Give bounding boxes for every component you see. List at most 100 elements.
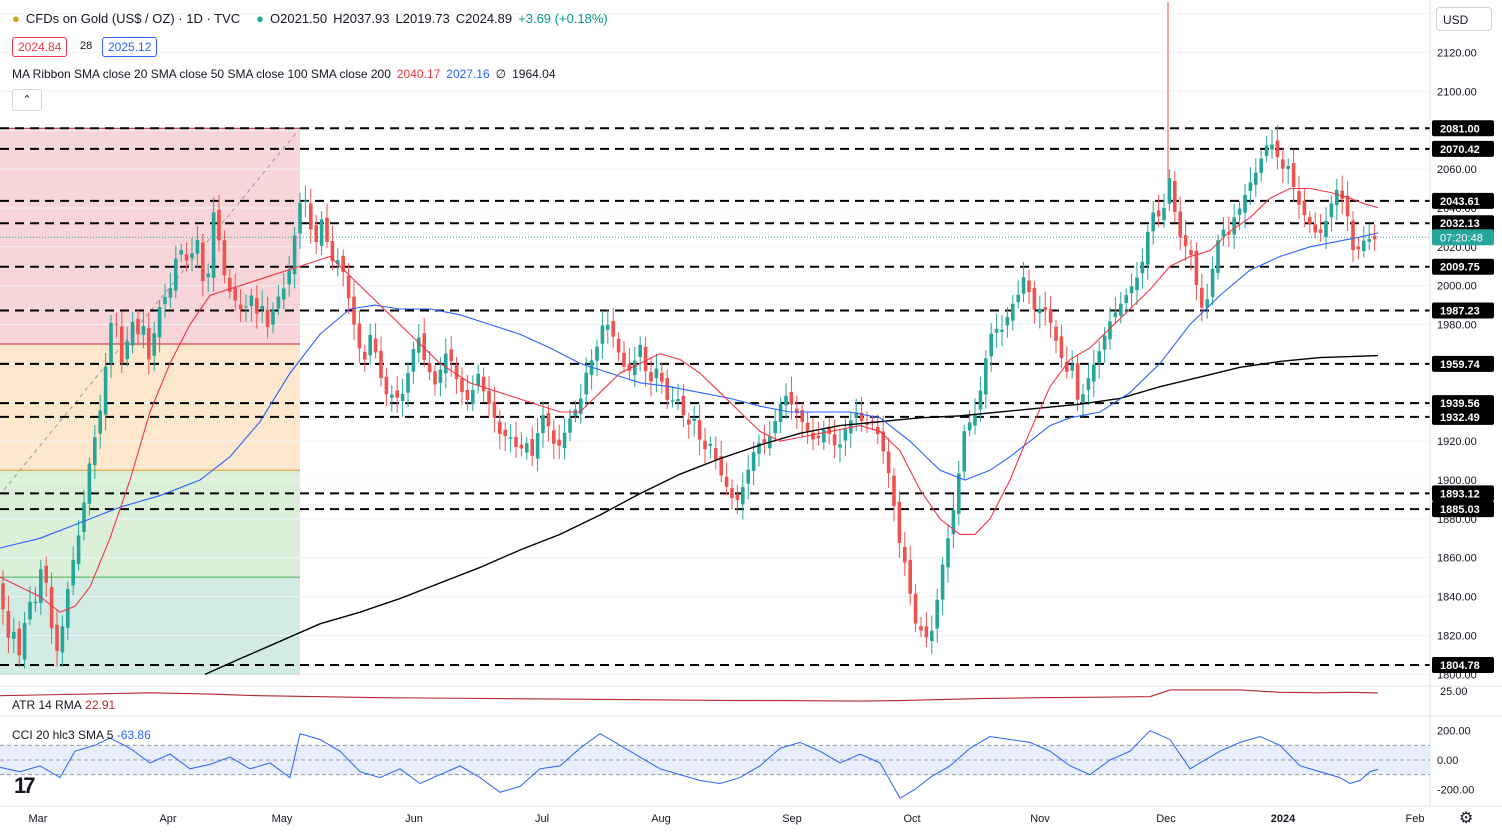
candle-body: [535, 433, 540, 459]
currency-selector[interactable]: USD: [1436, 7, 1492, 31]
candle-body: [1313, 224, 1317, 233]
candle-body: [600, 325, 605, 344]
candle-body: [1086, 378, 1091, 390]
level-price-label: 1893.12: [1440, 488, 1480, 500]
fib-zone-red: [0, 128, 300, 344]
candle-body: [1043, 307, 1047, 311]
candle-body: [935, 599, 939, 629]
candle-body: [1340, 190, 1344, 199]
gear-icon[interactable]: ⚙: [1459, 810, 1474, 827]
candle-body: [800, 410, 804, 423]
candle-body: [1210, 268, 1215, 297]
candle-body: [1259, 158, 1263, 173]
time-axis-label: Nov: [1030, 813, 1050, 825]
collapse-legend-button[interactable]: ⌃: [12, 89, 42, 111]
candle-body: [1059, 336, 1064, 359]
level-price-tag: [1432, 485, 1494, 502]
candle-body: [827, 426, 831, 434]
candle-body: [157, 307, 162, 338]
ask-price-button[interactable]: 2025.12: [102, 37, 158, 57]
candle-body: [1264, 145, 1269, 156]
candle-body: [184, 254, 189, 261]
candle-body: [919, 626, 923, 631]
candle-body: [384, 376, 389, 395]
candle-body: [606, 324, 610, 330]
level-price-tag: [1432, 140, 1494, 157]
candle-body: [859, 412, 864, 422]
candle-body: [1335, 189, 1339, 206]
candle-body: [735, 494, 740, 501]
candle-body: [724, 476, 729, 487]
candle-body: [498, 421, 502, 435]
candle-body: [530, 439, 534, 456]
candle-body: [136, 318, 140, 335]
candle-body: [244, 306, 248, 308]
level-price-label: 2009.75: [1440, 262, 1480, 274]
candle-body: [854, 412, 858, 418]
candle-body: [325, 217, 329, 242]
candle-body: [616, 338, 621, 353]
candle-body: [1032, 287, 1037, 310]
candle-body: [1097, 351, 1101, 364]
candle-body: [1038, 308, 1042, 314]
time-axis-label: Sep: [782, 813, 802, 825]
candle-body: [55, 624, 59, 652]
ohlc-open: O2021.50: [270, 11, 328, 26]
sma20-line: [0, 187, 1379, 613]
tradingview-logo[interactable]: 17: [14, 773, 36, 798]
gold-coin-icon: ●: [12, 11, 20, 26]
level-price-tag: [1432, 408, 1494, 425]
candle-body: [292, 235, 297, 274]
candle-body: [1351, 220, 1355, 251]
level-price-label: 1939.56: [1440, 398, 1480, 410]
candle-body: [1237, 208, 1242, 215]
candle-body: [1048, 309, 1053, 324]
candle-body: [908, 559, 912, 594]
candle-body: [190, 253, 194, 259]
ma-ribbon-legend[interactable]: MA Ribbon SMA close 20 SMA close 50 SMA …: [12, 67, 562, 81]
candle-body: [546, 412, 551, 427]
candle-body: [168, 288, 173, 298]
candle-body: [719, 456, 723, 476]
candle-body: [843, 429, 848, 441]
candle-body: [22, 623, 27, 660]
candle-body: [130, 321, 135, 346]
candle-body: [978, 390, 983, 410]
candle-body: [12, 631, 16, 639]
candle-body: [1113, 312, 1118, 318]
candle-body: [363, 351, 367, 360]
candle-body: [228, 277, 232, 292]
price-tick-label: 1820.00: [1437, 630, 1477, 642]
cci-legend[interactable]: CCI 20 hlc3 SMA 5 -63.86: [12, 728, 151, 742]
candle-body: [584, 372, 588, 395]
chevron-up-icon: ⌃: [22, 94, 32, 106]
candle-body: [39, 569, 43, 603]
candle-body: [984, 358, 988, 395]
atr-value: 22.91: [85, 698, 116, 712]
price-tick-label: 1980.00: [1437, 320, 1477, 332]
candle-body: [1021, 277, 1026, 294]
currency-label: USD: [1443, 13, 1469, 27]
candle-body: [746, 469, 750, 484]
symbol-header: ● CFDs on Gold (US$ / OZ) · 1D · TVC ● O202…: [12, 11, 614, 26]
candle-body: [741, 487, 745, 505]
cci-tick-label: 200.00: [1437, 726, 1471, 738]
candle-body: [1027, 280, 1031, 293]
candle-body: [357, 323, 362, 349]
candle-body: [368, 334, 372, 356]
atr-legend[interactable]: ATR 14 RMA 22.91: [12, 698, 115, 712]
candle-body: [757, 442, 761, 454]
candle-body: [433, 371, 437, 385]
time-axis-label: Dec: [1156, 813, 1176, 825]
candle-body: [730, 488, 734, 499]
candle-body: [265, 309, 270, 327]
candle-body: [309, 203, 313, 230]
bid-price-button[interactable]: 2024.84: [12, 37, 68, 57]
candle-body: [282, 288, 286, 300]
candle-body: [1054, 326, 1058, 341]
candle-body: [1005, 317, 1010, 326]
candle-body: [255, 298, 259, 314]
candle-body: [179, 250, 183, 255]
symbol-title[interactable]: CFDs on Gold (US$ / OZ) · 1D · TVC: [25, 11, 241, 26]
